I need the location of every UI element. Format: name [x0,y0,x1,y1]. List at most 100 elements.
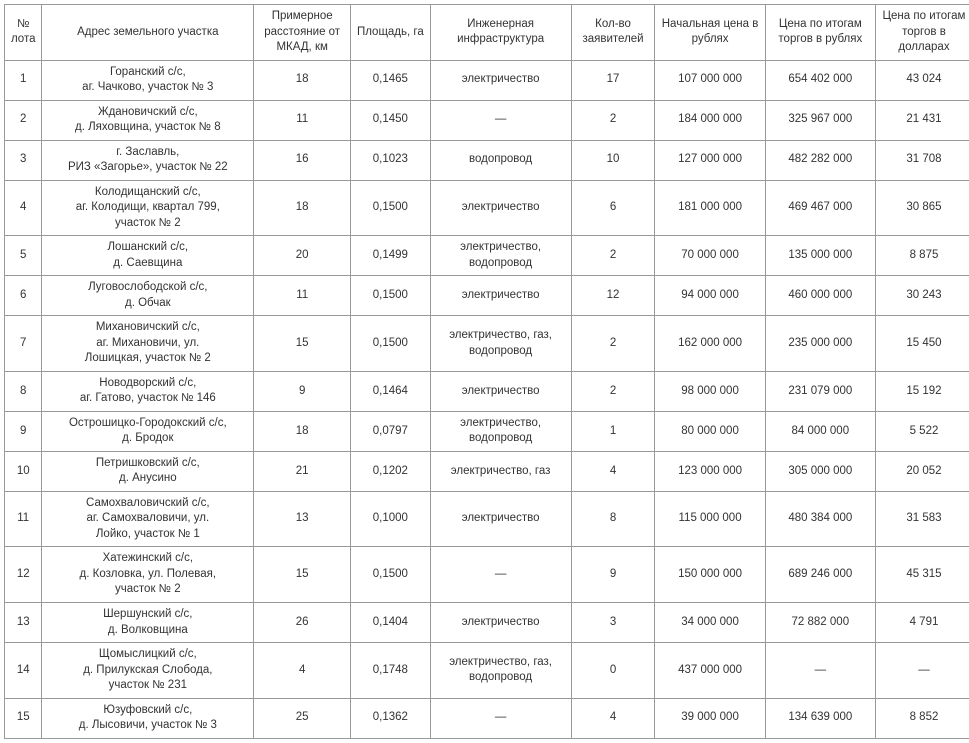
address-line: аг. Самохваловичи, ул. [46,511,249,527]
cell-final-usd: 15 192 [875,371,969,411]
cell-applicants: 4 [571,451,655,491]
cell-infra: электричество [430,276,571,316]
cell-distance: 18 [254,411,351,451]
cell-start-price: 80 000 000 [655,411,765,451]
address-line: д. Ляховщина, участок № 8 [46,120,249,136]
cell-distance: 15 [254,547,351,603]
address-line: г. Заславль, [46,145,249,161]
cell-lot: 14 [5,643,42,699]
cell-final-rub: — [765,643,875,699]
address-line: Горанский с/с, [46,65,249,81]
cell-start-price: 107 000 000 [655,60,765,100]
table-row: 14Щомыслицкий с/с,д. Прилукская Слобода,… [5,643,969,699]
cell-start-price: 34 000 000 [655,602,765,642]
cell-area: 0,1404 [351,602,430,642]
cell-final-usd: 43 024 [875,60,969,100]
cell-final-usd: 4 791 [875,602,969,642]
cell-area: 0,0797 [351,411,430,451]
cell-distance: 11 [254,100,351,140]
cell-address: Новодворский с/с,аг. Гатово, участок № 1… [42,371,254,411]
table-row: 3г. Заславль,РИЗ «Загорье», участок № 22… [5,140,969,180]
cell-final-usd: 21 431 [875,100,969,140]
address-line: Лошанский с/с, [46,240,249,256]
address-line: Лошицкая, участок № 2 [46,351,249,367]
cell-start-price: 437 000 000 [655,643,765,699]
address-line: РИЗ «Загорье», участок № 22 [46,160,249,176]
table-header: № лота Адрес земельного участка Примерно… [5,5,969,61]
cell-address: Лошанский с/с,д. Саевщина [42,236,254,276]
address-line: аг. Михановичи, ул. [46,336,249,352]
table-row: 8Новодворский с/с,аг. Гатово, участок № … [5,371,969,411]
table-row: 1Горанский с/с,аг. Чачково, участок № 31… [5,60,969,100]
cell-address: Горанский с/с,аг. Чачково, участок № 3 [42,60,254,100]
address-line: Острошицко-Городокский с/с, [46,416,249,432]
cell-final-rub: 235 000 000 [765,316,875,372]
address-line: Щомыслицкий с/с, [46,647,249,663]
cell-distance: 11 [254,276,351,316]
cell-infra: электричество, водопровод [430,411,571,451]
cell-infra: — [430,547,571,603]
cell-final-rub: 689 246 000 [765,547,875,603]
cell-final-rub: 84 000 000 [765,411,875,451]
address-line: участок № 2 [46,216,249,232]
cell-infra: электричество [430,60,571,100]
cell-distance: 18 [254,180,351,236]
cell-distance: 13 [254,491,351,547]
table-row: 5Лошанский с/с,д. Саевщина200,1499электр… [5,236,969,276]
cell-applicants: 8 [571,491,655,547]
cell-lot: 2 [5,100,42,140]
cell-lot: 12 [5,547,42,603]
table-row: 11Самохваловичский с/с,аг. Самохваловичи… [5,491,969,547]
address-line: д. Лысовичи, участок № 3 [46,718,249,734]
cell-area: 0,1450 [351,100,430,140]
cell-address: Луговослободской с/с,д. Обчак [42,276,254,316]
cell-final-usd: 8 875 [875,236,969,276]
cell-area: 0,1748 [351,643,430,699]
table-row: 7Михановичский с/с,аг. Михановичи, ул.Ло… [5,316,969,372]
cell-infra: электричество [430,491,571,547]
cell-distance: 21 [254,451,351,491]
address-line: д. Волковщина [46,623,249,639]
cell-distance: 15 [254,316,351,372]
cell-lot: 3 [5,140,42,180]
cell-final-rub: 72 882 000 [765,602,875,642]
address-line: участок № 2 [46,582,249,598]
cell-infra: электричество [430,180,571,236]
cell-applicants: 0 [571,643,655,699]
cell-address: Шершунский с/с,д. Волковщина [42,602,254,642]
address-line: д. Козловка, ул. Полевая, [46,567,249,583]
address-line: Ждановичский с/с, [46,105,249,121]
cell-infra: электричество [430,602,571,642]
header-distance: Примерное расстояние от МКАД, км [254,5,351,61]
cell-distance: 25 [254,698,351,738]
cell-area: 0,1464 [351,371,430,411]
cell-lot: 6 [5,276,42,316]
table-row: 13Шершунский с/с,д. Волковщина260,1404эл… [5,602,969,642]
address-line: Хатежинский с/с, [46,551,249,567]
cell-infra: — [430,698,571,738]
cell-final-usd: 31 708 [875,140,969,180]
cell-applicants: 2 [571,236,655,276]
cell-start-price: 150 000 000 [655,547,765,603]
cell-address: Острошицко-Городокский с/с,д. Бродок [42,411,254,451]
cell-area: 0,1000 [351,491,430,547]
cell-start-price: 123 000 000 [655,451,765,491]
cell-final-usd: 31 583 [875,491,969,547]
cell-final-rub: 325 967 000 [765,100,875,140]
cell-address: Юзуфовский с/с,д. Лысовичи, участок № 3 [42,698,254,738]
cell-applicants: 2 [571,371,655,411]
cell-final-rub: 482 282 000 [765,140,875,180]
address-line: участок № 231 [46,678,249,694]
address-line: аг. Чачково, участок № 3 [46,80,249,96]
cell-lot: 11 [5,491,42,547]
address-line: д. Анусино [46,471,249,487]
address-line: д. Обчак [46,296,249,312]
table-row: 4Колодищанский с/с,аг. Колодищи, квартал… [5,180,969,236]
cell-lot: 4 [5,180,42,236]
table-row: 10Петришковский с/с,д. Анусино210,1202эл… [5,451,969,491]
cell-final-rub: 654 402 000 [765,60,875,100]
header-final-usd: Цена по итогам торгов в долларах [875,5,969,61]
cell-final-usd: 45 315 [875,547,969,603]
cell-final-rub: 134 639 000 [765,698,875,738]
cell-applicants: 4 [571,698,655,738]
